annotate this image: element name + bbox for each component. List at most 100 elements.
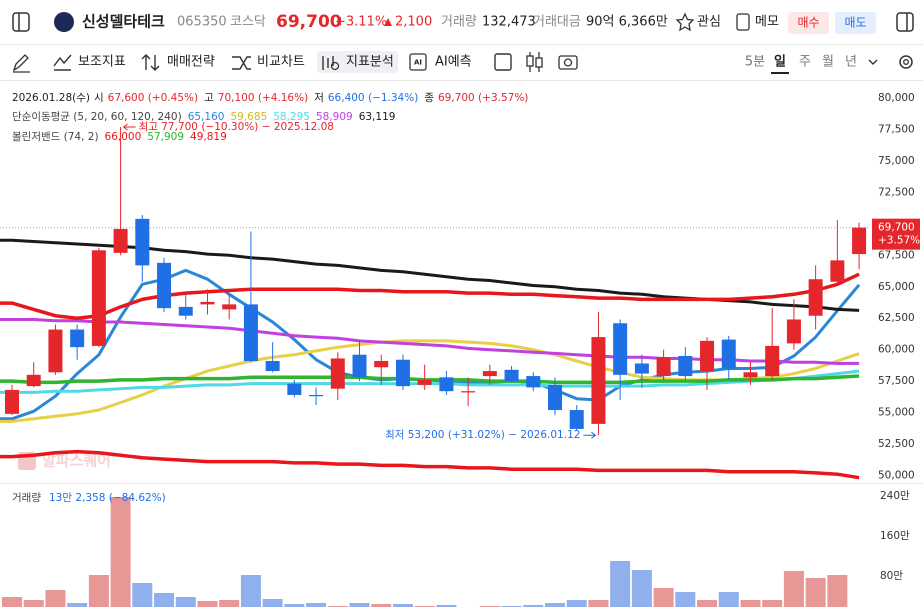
tool-button[interactable]: 지표분석: [346, 55, 394, 70]
strategy-icon[interactable]: [141, 54, 160, 71]
candle-body: [222, 304, 237, 310]
volume-bar: [219, 600, 240, 607]
stock-name: 신성델타테크: [82, 13, 165, 31]
buy-button[interactable]: 매수: [797, 16, 819, 30]
legend-text: 57,909: [147, 131, 184, 143]
legend-text: 59,685: [230, 111, 267, 123]
y-tick-label: 57,500: [878, 375, 915, 387]
volume-bar: [675, 592, 696, 607]
y-tick-label: 160만: [880, 530, 910, 542]
period-button[interactable]: 년: [845, 55, 857, 70]
candle-body: [70, 329, 85, 348]
legend-text: 69,700 (+3.57%): [438, 92, 528, 104]
camera-tool[interactable]: [558, 55, 578, 70]
logo: [54, 12, 74, 32]
panel-icon[interactable]: [896, 12, 914, 32]
square-tool[interactable]: [494, 53, 512, 71]
volume-bar: [371, 604, 392, 607]
volume-bar: [653, 588, 674, 607]
candle-body: [417, 379, 432, 385]
legend-text: 70,100 (+4.16%): [218, 92, 308, 104]
y-tick-label: 60,000: [878, 344, 915, 356]
y-tick-label: 77,500: [878, 124, 915, 136]
volume-bar: [23, 600, 44, 607]
sell-button[interactable]: 매도: [844, 16, 866, 30]
amount-label: 거래대금: [533, 15, 581, 30]
candle-body: [504, 369, 519, 382]
volume-bar: [392, 604, 413, 607]
settings-icon[interactable]: [899, 55, 913, 69]
candle-body: [526, 376, 541, 388]
candle-body: [439, 377, 454, 392]
volume-bar: [262, 599, 283, 607]
volume-bar: [2, 597, 22, 607]
sell-button-bg[interactable]: [835, 12, 876, 34]
buy-button-bg[interactable]: [788, 12, 829, 34]
legend-text: 49,819: [190, 131, 227, 143]
candle-body: [265, 360, 280, 372]
tool-button[interactable]: 비교차트: [257, 55, 305, 70]
indicator-icon[interactable]: [53, 54, 72, 71]
candle-body: [178, 306, 193, 316]
legend-text: 저: [314, 92, 324, 104]
candle-body: [200, 301, 215, 305]
volume-bar: [740, 600, 761, 607]
legend-text: 58,295: [273, 111, 310, 123]
ai-icon[interactable]: [409, 53, 427, 71]
period-button[interactable]: 주: [799, 55, 811, 70]
volume: 132,473: [482, 15, 536, 30]
candle-body: [569, 410, 584, 429]
volume-bar: [88, 575, 109, 607]
watermark: 알파스퀘어: [42, 452, 111, 470]
memo-button[interactable]: 메모: [755, 15, 779, 30]
star-icon[interactable]: [675, 12, 695, 32]
price-tag-label: 69,700: [878, 222, 915, 234]
y-tick-label: 55,000: [878, 407, 915, 419]
volume-bar: [175, 597, 196, 607]
indicator-line: [0, 318, 860, 365]
period-dropdown[interactable]: [868, 59, 878, 65]
memo-icon[interactable]: [736, 13, 750, 31]
candle-body: [157, 262, 172, 309]
tool-button[interactable]: AI예측: [435, 55, 472, 70]
candle-body: [48, 329, 63, 373]
volume-bar: [67, 603, 88, 607]
period-button[interactable]: 5분: [745, 55, 765, 70]
candle-body: [330, 358, 345, 389]
legend-text: 13만 2,358 (−84.62%): [49, 492, 166, 504]
volume-bar: [110, 497, 131, 607]
volume-bar: [45, 590, 66, 607]
period-button[interactable]: 월: [822, 55, 834, 70]
volume-bar: [523, 605, 544, 607]
legend-text: 시: [94, 92, 104, 104]
candle-body: [461, 391, 476, 393]
watch-button[interactable]: 관심: [697, 15, 721, 30]
volume-bar: [284, 604, 305, 607]
legend-text: 63,119: [359, 111, 396, 123]
candle-body: [678, 355, 693, 377]
sidebar-icon[interactable]: [12, 12, 30, 32]
candle-body: [808, 279, 823, 316]
y-tick-label: 75,000: [878, 155, 915, 167]
candle-body: [309, 394, 324, 397]
candle-tool[interactable]: [526, 55, 534, 67]
candle-body: [721, 339, 736, 369]
y-tick-label: 72,500: [878, 186, 915, 198]
volume-bar: [631, 570, 652, 607]
tool-button[interactable]: 매매전략: [167, 55, 215, 70]
period-button[interactable]: 일: [774, 55, 786, 70]
candle-body: [482, 371, 497, 377]
market: 코스닥: [230, 15, 266, 30]
up-arrow: [384, 18, 392, 26]
candle-body: [91, 250, 106, 346]
candle-body: [5, 389, 19, 414]
tool-button[interactable]: 보조지표: [78, 55, 126, 70]
pencil-icon[interactable]: [12, 54, 30, 73]
candle-body: [135, 218, 150, 266]
legend-text: 종: [424, 92, 434, 104]
volume-bar: [306, 603, 327, 607]
compare-icon[interactable]: [232, 56, 251, 70]
volume-label: 거래량: [441, 15, 477, 30]
candle-body: [374, 360, 389, 368]
